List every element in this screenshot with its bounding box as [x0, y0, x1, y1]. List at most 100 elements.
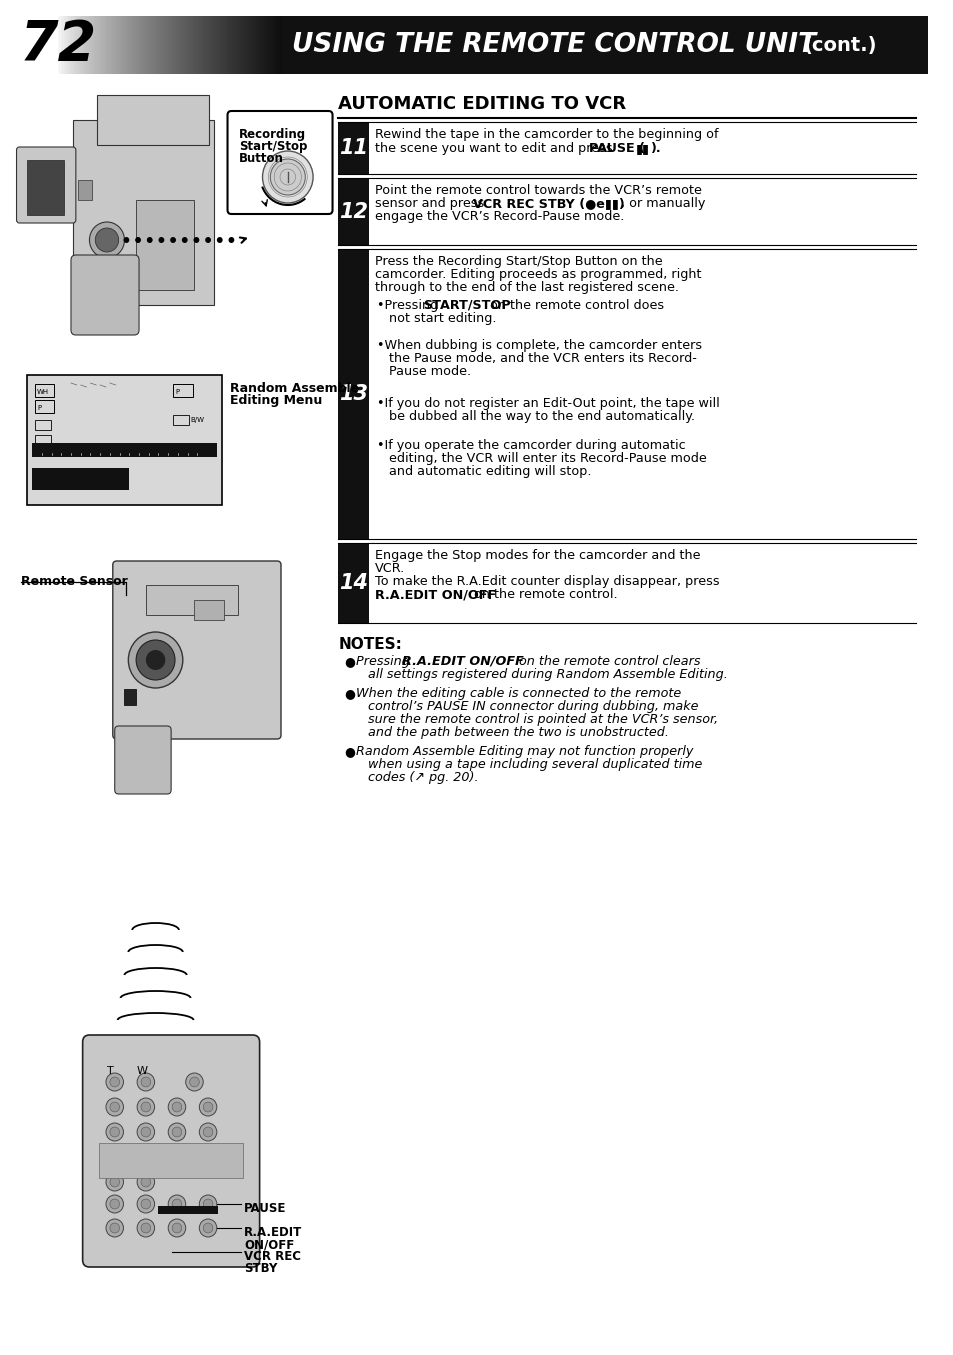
Bar — [207, 16, 208, 75]
Text: ●: ● — [344, 745, 355, 757]
Text: ●: ● — [344, 687, 355, 701]
FancyBboxPatch shape — [227, 111, 333, 214]
Bar — [94, 16, 95, 75]
Text: To make the R.A.Edit counter display disappear, press: To make the R.A.Edit counter display dis… — [375, 575, 720, 588]
Bar — [194, 600, 223, 621]
Bar — [124, 688, 136, 705]
Circle shape — [123, 237, 130, 243]
Bar — [72, 16, 74, 75]
Circle shape — [229, 237, 234, 243]
Text: , or manually: , or manually — [620, 196, 705, 210]
Circle shape — [168, 1123, 186, 1141]
Text: Remote Sensor: Remote Sensor — [21, 575, 128, 588]
Bar — [267, 16, 268, 75]
Bar — [95, 16, 97, 75]
Circle shape — [136, 640, 174, 680]
Text: R.A.EDIT ON/OFF: R.A.EDIT ON/OFF — [375, 588, 497, 602]
Circle shape — [137, 1148, 154, 1167]
Text: PAUSE (: PAUSE ( — [589, 142, 644, 154]
Bar — [338, 543, 369, 623]
Circle shape — [172, 1152, 182, 1163]
Circle shape — [106, 1220, 123, 1237]
Bar — [59, 16, 61, 75]
Text: Random Assemble Editing may not function properly: Random Assemble Editing may not function… — [355, 745, 693, 757]
Circle shape — [199, 1148, 216, 1167]
Circle shape — [106, 1173, 123, 1191]
Bar — [238, 16, 239, 75]
Bar — [223, 16, 225, 75]
Text: and automatic editing will stop.: and automatic editing will stop. — [389, 465, 591, 478]
Bar — [184, 16, 186, 75]
Bar — [132, 16, 133, 75]
Bar — [338, 249, 369, 539]
Circle shape — [203, 1224, 213, 1233]
Bar — [196, 16, 197, 75]
Text: Pause mode.: Pause mode. — [389, 364, 471, 378]
Bar — [152, 16, 154, 75]
Circle shape — [106, 1195, 123, 1213]
Circle shape — [90, 222, 124, 257]
Bar — [140, 16, 142, 75]
Circle shape — [193, 237, 199, 243]
Bar — [113, 16, 115, 75]
Bar — [194, 16, 196, 75]
Text: (cont.): (cont.) — [802, 35, 876, 54]
Bar — [186, 16, 187, 75]
Circle shape — [141, 1177, 151, 1187]
Text: ▮▮: ▮▮ — [636, 142, 649, 154]
Bar — [64, 16, 66, 75]
Bar — [56, 16, 58, 75]
Bar — [236, 16, 238, 75]
Text: Point the remote control towards the VCR’s remote: Point the remote control towards the VCR… — [375, 184, 701, 196]
Bar — [77, 16, 79, 75]
Text: on the remote control does: on the remote control does — [486, 299, 663, 312]
Text: Random Assemble: Random Assemble — [231, 382, 359, 396]
Bar — [72, 121, 213, 305]
Bar — [85, 16, 87, 75]
Text: Button: Button — [239, 152, 284, 165]
Bar — [165, 16, 166, 75]
Bar — [189, 16, 190, 75]
Bar — [204, 16, 205, 75]
Bar — [172, 415, 189, 425]
Text: Editing Menu: Editing Menu — [231, 394, 322, 406]
Bar — [157, 16, 158, 75]
Circle shape — [110, 1102, 119, 1112]
Circle shape — [135, 237, 141, 243]
Circle shape — [110, 1177, 119, 1187]
Bar — [193, 16, 194, 75]
Circle shape — [106, 1148, 123, 1167]
Circle shape — [110, 1224, 119, 1233]
Bar — [197, 16, 199, 75]
Bar — [103, 16, 105, 75]
Circle shape — [106, 1073, 123, 1091]
Circle shape — [141, 1077, 151, 1087]
Bar — [275, 16, 277, 75]
Bar — [200, 16, 202, 75]
Bar — [142, 16, 144, 75]
Bar — [172, 16, 173, 75]
Circle shape — [110, 1152, 119, 1163]
Circle shape — [168, 1148, 186, 1167]
Circle shape — [110, 1127, 119, 1137]
Bar — [262, 16, 264, 75]
Bar — [136, 201, 194, 290]
Text: not start editing.: not start editing. — [389, 312, 496, 325]
Bar — [32, 467, 130, 491]
Bar — [130, 16, 132, 75]
Bar — [171, 16, 172, 75]
Bar — [210, 16, 211, 75]
Bar — [28, 160, 64, 215]
Bar — [264, 16, 265, 75]
Bar — [35, 420, 51, 430]
Text: START/STOP: START/STOP — [422, 299, 510, 312]
Bar — [35, 400, 54, 413]
Bar — [111, 16, 112, 75]
Circle shape — [199, 1098, 216, 1117]
Bar — [91, 16, 92, 75]
Bar — [129, 16, 130, 75]
Circle shape — [141, 1127, 151, 1137]
Bar — [277, 16, 278, 75]
Bar — [241, 16, 243, 75]
Bar — [155, 16, 157, 75]
